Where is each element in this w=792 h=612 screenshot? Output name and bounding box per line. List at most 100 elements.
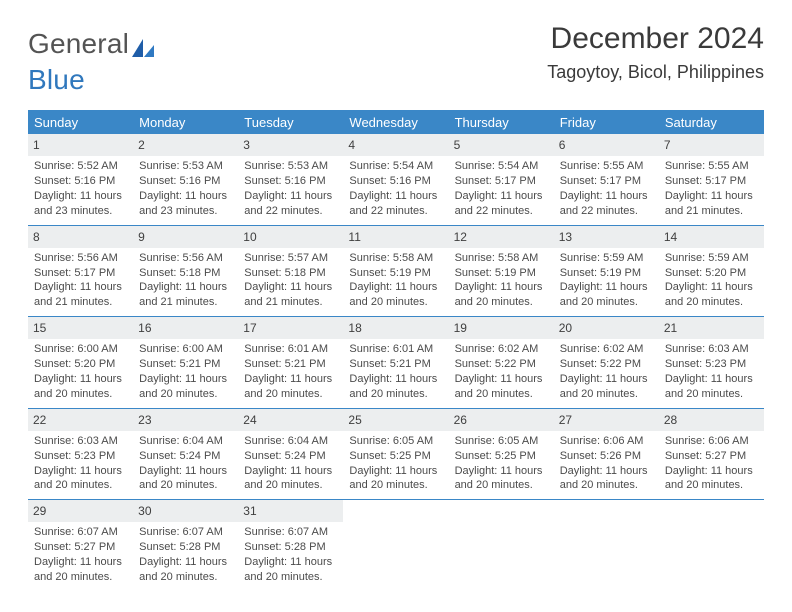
day-number: 29 bbox=[28, 500, 133, 522]
sunrise-text: Sunrise: 6:05 AM bbox=[455, 434, 548, 449]
daylight2-text: and 20 minutes. bbox=[560, 387, 653, 402]
sunrise-text: Sunrise: 5:59 AM bbox=[665, 251, 758, 266]
sunrise-text: Sunrise: 6:01 AM bbox=[349, 342, 442, 357]
weekday-header: Sunday bbox=[28, 110, 133, 134]
sail-icon bbox=[132, 32, 154, 64]
calendar-cell: 21Sunrise: 6:03 AMSunset: 5:23 PMDayligh… bbox=[659, 317, 764, 408]
day-number: 13 bbox=[554, 226, 659, 248]
weekday-header: Friday bbox=[554, 110, 659, 134]
day-number: 8 bbox=[28, 226, 133, 248]
day-number: 24 bbox=[238, 409, 343, 431]
daylight2-text: and 20 minutes. bbox=[139, 387, 232, 402]
calendar-cell: 12Sunrise: 5:58 AMSunset: 5:19 PMDayligh… bbox=[449, 226, 554, 317]
sunrise-text: Sunrise: 6:07 AM bbox=[139, 525, 232, 540]
sunset-text: Sunset: 5:19 PM bbox=[349, 266, 442, 281]
daylight1-text: Daylight: 11 hours bbox=[455, 189, 548, 204]
sunrise-text: Sunrise: 5:52 AM bbox=[34, 159, 127, 174]
brand-name: General Blue bbox=[28, 28, 154, 96]
day-number: 3 bbox=[238, 134, 343, 156]
day-number: 30 bbox=[133, 500, 238, 522]
calendar-cell: 23Sunrise: 6:04 AMSunset: 5:24 PMDayligh… bbox=[133, 409, 238, 500]
sunset-text: Sunset: 5:25 PM bbox=[455, 449, 548, 464]
day-number: 31 bbox=[238, 500, 343, 522]
daylight2-text: and 20 minutes. bbox=[560, 295, 653, 310]
sunrise-text: Sunrise: 5:53 AM bbox=[244, 159, 337, 174]
sunset-text: Sunset: 5:21 PM bbox=[139, 357, 232, 372]
daylight2-text: and 21 minutes. bbox=[665, 204, 758, 219]
day-number: 18 bbox=[343, 317, 448, 339]
calendar-cell: 2Sunrise: 5:53 AMSunset: 5:16 PMDaylight… bbox=[133, 134, 238, 225]
sunset-text: Sunset: 5:28 PM bbox=[139, 540, 232, 555]
daylight2-text: and 23 minutes. bbox=[139, 204, 232, 219]
sunrise-text: Sunrise: 6:01 AM bbox=[244, 342, 337, 357]
sunset-text: Sunset: 5:20 PM bbox=[34, 357, 127, 372]
sunrise-text: Sunrise: 6:04 AM bbox=[244, 434, 337, 449]
daylight2-text: and 20 minutes. bbox=[34, 387, 127, 402]
sunrise-text: Sunrise: 5:55 AM bbox=[560, 159, 653, 174]
sunrise-text: Sunrise: 6:02 AM bbox=[560, 342, 653, 357]
sunrise-text: Sunrise: 5:55 AM bbox=[665, 159, 758, 174]
day-number: 7 bbox=[659, 134, 764, 156]
daylight2-text: and 20 minutes. bbox=[349, 295, 442, 310]
day-number: 15 bbox=[28, 317, 133, 339]
sunrise-text: Sunrise: 5:54 AM bbox=[349, 159, 442, 174]
day-number: 22 bbox=[28, 409, 133, 431]
weekday-header: Saturday bbox=[659, 110, 764, 134]
daylight1-text: Daylight: 11 hours bbox=[139, 280, 232, 295]
sunset-text: Sunset: 5:17 PM bbox=[560, 174, 653, 189]
daylight2-text: and 20 minutes. bbox=[560, 478, 653, 493]
day-number: 9 bbox=[133, 226, 238, 248]
sunrise-text: Sunrise: 6:00 AM bbox=[139, 342, 232, 357]
daylight1-text: Daylight: 11 hours bbox=[665, 280, 758, 295]
daylight1-text: Daylight: 11 hours bbox=[34, 372, 127, 387]
daylight1-text: Daylight: 11 hours bbox=[139, 555, 232, 570]
sunrise-text: Sunrise: 5:58 AM bbox=[455, 251, 548, 266]
daylight2-text: and 20 minutes. bbox=[244, 387, 337, 402]
daylight1-text: Daylight: 11 hours bbox=[455, 372, 548, 387]
sunset-text: Sunset: 5:28 PM bbox=[244, 540, 337, 555]
daylight1-text: Daylight: 11 hours bbox=[560, 372, 653, 387]
daylight2-text: and 20 minutes. bbox=[665, 387, 758, 402]
sunset-text: Sunset: 5:19 PM bbox=[560, 266, 653, 281]
sunset-text: Sunset: 5:16 PM bbox=[244, 174, 337, 189]
day-number: 27 bbox=[554, 409, 659, 431]
day-number: 1 bbox=[28, 134, 133, 156]
daylight1-text: Daylight: 11 hours bbox=[560, 280, 653, 295]
daylight1-text: Daylight: 11 hours bbox=[560, 189, 653, 204]
calendar-cell: 17Sunrise: 6:01 AMSunset: 5:21 PMDayligh… bbox=[238, 317, 343, 408]
daylight2-text: and 20 minutes. bbox=[244, 478, 337, 493]
sunset-text: Sunset: 5:17 PM bbox=[34, 266, 127, 281]
sunrise-text: Sunrise: 6:03 AM bbox=[665, 342, 758, 357]
daylight1-text: Daylight: 11 hours bbox=[244, 464, 337, 479]
day-number: 26 bbox=[449, 409, 554, 431]
day-number: 20 bbox=[554, 317, 659, 339]
sunset-text: Sunset: 5:16 PM bbox=[349, 174, 442, 189]
title-block: December 2024 Tagoytoy, Bicol, Philippin… bbox=[547, 22, 764, 83]
sunrise-text: Sunrise: 6:07 AM bbox=[34, 525, 127, 540]
daylight2-text: and 20 minutes. bbox=[665, 478, 758, 493]
daylight2-text: and 20 minutes. bbox=[455, 387, 548, 402]
daylight2-text: and 20 minutes. bbox=[665, 295, 758, 310]
day-number: 4 bbox=[343, 134, 448, 156]
brand-line2: Blue bbox=[28, 64, 85, 95]
calendar-cell: 26Sunrise: 6:05 AMSunset: 5:25 PMDayligh… bbox=[449, 409, 554, 500]
daylight1-text: Daylight: 11 hours bbox=[244, 372, 337, 387]
location-label: Tagoytoy, Bicol, Philippines bbox=[547, 62, 764, 83]
daylight2-text: and 20 minutes. bbox=[455, 295, 548, 310]
day-number: 5 bbox=[449, 134, 554, 156]
daylight1-text: Daylight: 11 hours bbox=[349, 372, 442, 387]
daylight1-text: Daylight: 11 hours bbox=[665, 464, 758, 479]
daylight2-text: and 21 minutes. bbox=[244, 295, 337, 310]
day-number: 12 bbox=[449, 226, 554, 248]
calendar-cell: 27Sunrise: 6:06 AMSunset: 5:26 PMDayligh… bbox=[554, 409, 659, 500]
calendar-cell: 18Sunrise: 6:01 AMSunset: 5:21 PMDayligh… bbox=[343, 317, 448, 408]
daylight1-text: Daylight: 11 hours bbox=[244, 280, 337, 295]
calendar-cell: 10Sunrise: 5:57 AMSunset: 5:18 PMDayligh… bbox=[238, 226, 343, 317]
calendar-cell: 13Sunrise: 5:59 AMSunset: 5:19 PMDayligh… bbox=[554, 226, 659, 317]
sunrise-text: Sunrise: 5:53 AM bbox=[139, 159, 232, 174]
weekday-header: Wednesday bbox=[343, 110, 448, 134]
daylight1-text: Daylight: 11 hours bbox=[349, 464, 442, 479]
weekday-header: Monday bbox=[133, 110, 238, 134]
calendar-cell: 16Sunrise: 6:00 AMSunset: 5:21 PMDayligh… bbox=[133, 317, 238, 408]
daylight1-text: Daylight: 11 hours bbox=[244, 555, 337, 570]
